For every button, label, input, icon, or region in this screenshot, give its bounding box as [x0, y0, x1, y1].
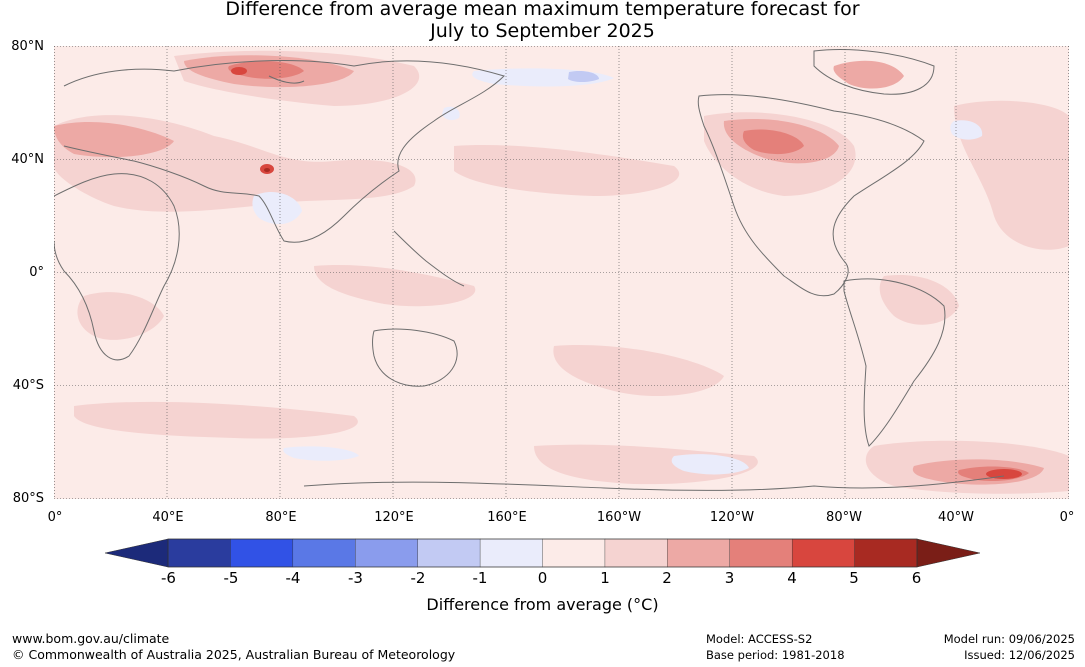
lon-label-0-west: 0°: [47, 510, 63, 525]
model-name: Model: ACCESS-S2: [706, 632, 813, 646]
colorbar-segment: [667, 538, 731, 568]
colorbar-tick: 1: [600, 569, 610, 587]
colorbar-tick: -2: [410, 569, 426, 587]
colorbar-segment: [167, 538, 231, 568]
coastlines: [54, 49, 1005, 491]
chart-title-line1: Difference from average mean maximum tem…: [225, 0, 860, 20]
lon-label-40w: 40°W: [938, 510, 974, 525]
lon-label-160e: 160°E: [487, 510, 527, 525]
colorbar-tick: -6: [161, 569, 176, 587]
base-period: Base period: 1981-2018: [706, 648, 845, 662]
colorbar-over-arrow: [916, 538, 980, 568]
colorbar-segment: [292, 538, 356, 568]
chart-title-line2: July to September 2025: [430, 20, 655, 42]
colorbar-tick: 3: [724, 569, 735, 587]
lon-label-80w: 80°W: [826, 510, 862, 525]
lat-label-80s: 80°S: [12, 491, 44, 506]
website-link[interactable]: www.bom.gov.au/climate: [12, 631, 170, 646]
colorbar-tick: 4: [787, 569, 797, 587]
colorbar-segment: [479, 538, 543, 568]
colorbar-tick: 6: [911, 569, 922, 587]
colorbar-segment: [729, 538, 793, 568]
colorbar-segment: [355, 538, 419, 568]
colorbar-tick: -5: [223, 569, 239, 587]
lon-label-120e: 120°E: [374, 510, 414, 525]
colorbar-tick: 2: [662, 569, 672, 587]
colorbar-tick: -3: [348, 569, 363, 587]
colorbar-segment: [542, 538, 606, 568]
copyright-text: © Commonwealth of Australia 2025, Austra…: [12, 647, 456, 662]
colorbar-segment: [854, 538, 918, 568]
graticule: [54, 46, 1069, 499]
anomaly-areas-neg2-neg1: [568, 70, 599, 82]
lat-label-40s: 40°S: [12, 378, 44, 393]
colorbar-segment: [791, 538, 856, 568]
colorbar: [105, 538, 980, 568]
anomaly-areas-5-6: [264, 168, 270, 172]
colorbar-tick: -1: [472, 569, 488, 587]
colorbar-frame: [167, 538, 918, 568]
colorbar-under-arrow: [105, 538, 169, 568]
lon-label-0-east: 0°: [1059, 510, 1075, 525]
colorbar-label: Difference from average (°C): [426, 595, 659, 614]
colorbar-segment: [417, 538, 481, 568]
lat-label-0: 0°: [29, 265, 44, 280]
lon-label-80e: 80°E: [265, 510, 297, 525]
colorbar-segment: [230, 538, 294, 568]
colorbar-tick: -4: [285, 569, 301, 587]
lon-label-120w: 120°W: [709, 510, 755, 525]
model-run-date: Model run: 09/06/2025: [943, 632, 1075, 646]
lat-label-80n: 80°N: [11, 39, 44, 54]
colorbar-tick: 0: [537, 569, 548, 587]
lat-label-40n: 40°N: [11, 152, 44, 167]
anomaly-areas-1-2: [54, 50, 1069, 494]
colorbar-segment: [604, 538, 668, 568]
temperature-anomaly-map: [54, 46, 1069, 499]
lon-label-160w: 160°W: [596, 510, 642, 525]
issued-date: Issued: 12/06/2025: [964, 648, 1075, 662]
colorbar-tick: 5: [849, 569, 859, 587]
lon-label-40e: 40°E: [152, 510, 184, 525]
